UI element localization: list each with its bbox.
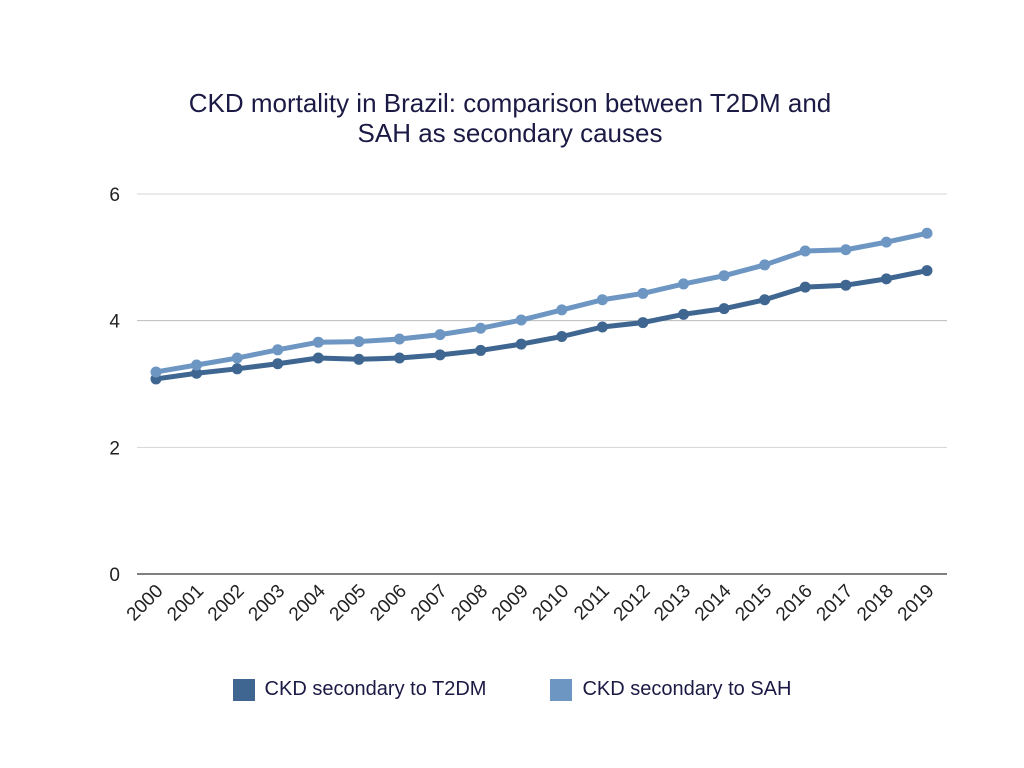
data-point xyxy=(475,322,487,334)
data-point xyxy=(799,245,811,257)
data-point xyxy=(921,227,933,239)
y-tick-label: 6 xyxy=(109,185,120,206)
y-tick-label: 2 xyxy=(109,438,120,459)
legend-swatch-sah xyxy=(550,678,573,701)
data-point xyxy=(596,294,608,306)
x-tick-label: 2017 xyxy=(813,581,858,626)
x-tick-label: 2008 xyxy=(447,581,492,626)
legend-label-sah: CKD secondary to SAH xyxy=(582,678,792,700)
data-point xyxy=(840,279,852,291)
x-tick-label: 2015 xyxy=(731,581,776,626)
x-tick-label: 2009 xyxy=(488,581,533,626)
x-tick-label: 2006 xyxy=(366,581,411,626)
y-tick-label: 4 xyxy=(109,312,120,333)
data-point xyxy=(759,294,771,306)
data-point xyxy=(678,308,690,320)
y-tick-label: 0 xyxy=(109,565,120,586)
x-tick-label: 2014 xyxy=(691,580,736,625)
data-point xyxy=(515,314,527,326)
x-tick-label: 2004 xyxy=(285,580,330,625)
x-tick-label: 2011 xyxy=(570,581,614,625)
data-point xyxy=(637,287,649,299)
data-point xyxy=(393,352,405,364)
data-point xyxy=(596,321,608,333)
x-tick-label: 2000 xyxy=(123,581,168,626)
data-point xyxy=(880,236,892,248)
series-line-1 xyxy=(153,230,930,375)
data-point xyxy=(880,273,892,285)
legend-item-sah[interactable]: CKD secondary to SAH xyxy=(550,678,791,701)
x-tick-label: 2001 xyxy=(163,581,208,626)
data-point xyxy=(393,333,405,345)
data-point xyxy=(272,358,284,370)
data-point xyxy=(272,344,284,356)
x-tick-label: 2013 xyxy=(650,581,695,626)
x-tick-label: 2007 xyxy=(407,581,452,626)
data-point xyxy=(515,338,527,350)
data-point xyxy=(312,352,324,364)
data-point xyxy=(434,349,446,361)
data-point xyxy=(231,363,243,375)
data-point xyxy=(353,353,365,365)
legend-label-t2dm: CKD secondary to T2DM xyxy=(264,678,487,700)
x-tick-label: 2018 xyxy=(853,581,898,626)
chart-title-line-1: CKD mortality in Brazil: comparison betw… xyxy=(188,88,832,118)
x-tick-label: 2010 xyxy=(529,581,574,626)
data-point xyxy=(191,367,203,379)
legend-item-t2dm[interactable]: CKD secondary to T2DM xyxy=(232,678,487,701)
x-tick-label: 2003 xyxy=(245,581,290,626)
chart-title: CKD mortality in Brazil: comparison betw… xyxy=(140,88,880,148)
x-tick-label: 2002 xyxy=(204,581,249,626)
x-tick-label: 2016 xyxy=(772,581,817,626)
data-point xyxy=(718,303,730,315)
series-line-0 xyxy=(153,268,930,382)
data-point xyxy=(434,329,446,341)
data-point xyxy=(475,344,487,356)
data-point xyxy=(150,366,162,378)
data-point xyxy=(556,304,568,316)
data-point xyxy=(921,265,933,277)
legend: CKD secondary to T2DM CKD secondary to S… xyxy=(0,678,1024,701)
data-point xyxy=(799,281,811,293)
legend-swatch-t2dm xyxy=(232,678,255,701)
data-point xyxy=(759,259,771,271)
chart-title-line-2: SAH as secondary causes xyxy=(357,118,663,148)
data-point xyxy=(718,270,730,282)
data-point xyxy=(840,244,852,256)
data-point xyxy=(637,317,649,329)
data-point xyxy=(191,359,203,371)
x-tick-label: 2005 xyxy=(326,581,371,626)
data-point xyxy=(353,336,365,348)
data-point xyxy=(231,352,243,364)
x-tick-label: 2019 xyxy=(894,581,939,626)
x-tick-label: 2012 xyxy=(610,581,655,626)
data-point xyxy=(556,331,568,342)
data-point xyxy=(678,278,690,290)
data-point xyxy=(312,336,324,348)
